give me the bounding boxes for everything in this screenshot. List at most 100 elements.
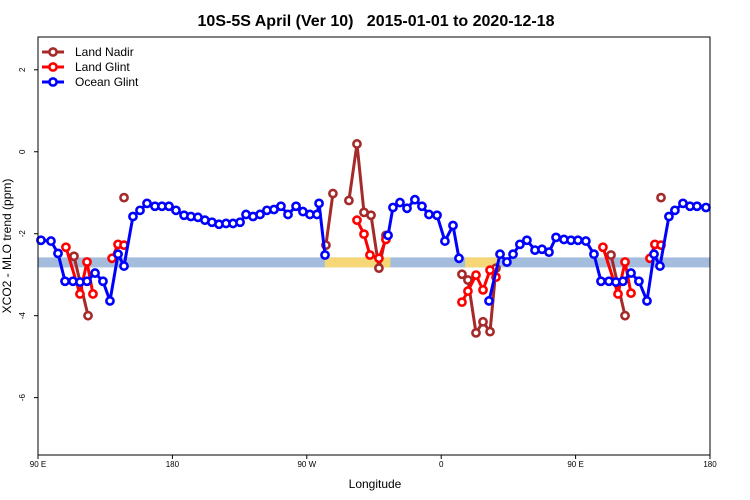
data-point	[598, 242, 608, 253]
data-point	[142, 198, 152, 209]
data-point	[478, 284, 488, 295]
x-tick-label: 90 E	[567, 460, 583, 469]
legend-marker	[48, 62, 58, 72]
data-point	[312, 209, 322, 220]
data-point	[424, 209, 434, 220]
data-point	[606, 250, 616, 260]
data-point	[171, 205, 181, 216]
data-point	[634, 276, 644, 287]
data-point	[82, 276, 92, 287]
data-point	[352, 139, 362, 149]
data-point	[573, 235, 583, 246]
data-point	[388, 202, 398, 213]
data-point	[82, 257, 92, 267]
x-tick-label: 0	[439, 460, 444, 469]
data-point	[60, 276, 70, 287]
legend-label: Ocean Glint	[75, 75, 139, 89]
data-point	[463, 286, 473, 296]
data-point	[613, 289, 623, 299]
data-point	[88, 289, 98, 299]
data-point	[417, 201, 427, 212]
data-point	[620, 310, 630, 321]
data-point	[544, 247, 554, 258]
data-point	[626, 288, 636, 299]
data-point	[53, 248, 63, 259]
legend-marker	[48, 47, 58, 57]
data-point	[485, 326, 495, 337]
data-point	[618, 276, 628, 287]
data-point	[457, 297, 467, 308]
data-point	[90, 268, 100, 278]
data-point	[255, 209, 265, 220]
data-point	[514, 239, 525, 250]
data-point	[383, 230, 393, 241]
data-point	[508, 249, 518, 260]
data-point	[471, 270, 481, 280]
data-point	[620, 257, 630, 267]
x-axis-label: Longitude	[349, 477, 402, 491]
plot-area	[36, 139, 711, 338]
reference-band	[324, 257, 391, 268]
data-point	[98, 276, 108, 287]
data-point	[276, 201, 286, 212]
data-point	[46, 236, 56, 246]
data-point	[655, 261, 665, 271]
data-point	[484, 296, 494, 306]
data-point	[36, 235, 46, 246]
x-tick-label: 180	[166, 460, 180, 469]
data-point	[642, 296, 652, 306]
data-point	[128, 211, 138, 222]
data-point	[365, 250, 375, 260]
data-point	[374, 253, 384, 264]
x-tick-label: 90 W	[297, 460, 316, 469]
data-point	[344, 195, 354, 206]
data-point	[75, 289, 85, 299]
data-point	[119, 192, 129, 203]
data-point	[670, 205, 680, 216]
y-tick-label: -6	[18, 394, 27, 402]
data-point	[61, 242, 71, 253]
data-point	[359, 229, 369, 240]
data-point	[478, 316, 488, 327]
data-point	[402, 203, 412, 214]
y-axis-label: XCO2 - MLO trend (ppm)	[0, 179, 14, 314]
data-point	[454, 253, 464, 264]
data-point	[457, 269, 467, 280]
data-point	[283, 209, 293, 220]
data-point	[463, 275, 473, 285]
data-point	[135, 205, 145, 216]
data-point	[448, 220, 458, 231]
data-point	[522, 235, 532, 246]
data-point	[83, 310, 93, 321]
plot-frame	[37, 36, 711, 456]
data-point	[485, 265, 495, 276]
data-point	[366, 210, 376, 221]
data-point	[664, 211, 674, 222]
data-point	[410, 194, 420, 205]
data-point	[291, 201, 301, 212]
data-point	[626, 268, 636, 278]
data-point	[649, 249, 659, 260]
data-point	[495, 249, 505, 260]
x-tick-label: 180	[703, 460, 717, 469]
data-point	[432, 210, 442, 221]
data-point	[235, 217, 245, 228]
legend-label: Land Nadir	[75, 45, 134, 59]
data-point	[119, 261, 129, 271]
data-point	[692, 201, 702, 212]
data-point	[113, 249, 123, 260]
data-point	[69, 251, 79, 262]
data-point	[440, 236, 450, 246]
data-point	[328, 188, 338, 199]
data-point	[596, 276, 606, 287]
data-point	[581, 236, 591, 246]
data-point	[105, 296, 115, 306]
data-point	[395, 197, 405, 208]
x-tick-label: 90 E	[30, 460, 46, 469]
data-point	[314, 198, 324, 209]
data-point	[502, 257, 512, 267]
data-point	[701, 202, 711, 213]
data-point	[320, 250, 330, 260]
